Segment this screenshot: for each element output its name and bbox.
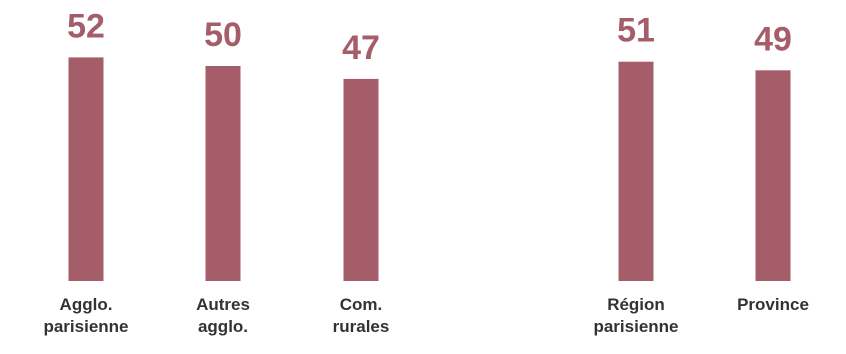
category-label-0-2: Com. rurales bbox=[333, 295, 390, 336]
value-label-0-2: 47 bbox=[342, 29, 380, 67]
category-label-line: Région bbox=[607, 295, 665, 314]
value-label-1-0: 51 bbox=[617, 12, 655, 50]
category-label-line: agglo. bbox=[198, 317, 248, 336]
category-label-1-0: Région parisienne bbox=[593, 295, 678, 336]
category-label-line: Autres bbox=[196, 295, 250, 314]
bar-0-0 bbox=[68, 57, 104, 282]
category-label-line: parisienne bbox=[43, 317, 128, 336]
category-label-line: Com. bbox=[340, 295, 383, 314]
category-label-1-1: Province bbox=[737, 295, 809, 314]
bar-1-1 bbox=[755, 70, 791, 281]
category-label-line: parisienne bbox=[593, 317, 678, 336]
value-label-1-1: 49 bbox=[754, 20, 792, 58]
value-label-0-1: 50 bbox=[204, 16, 242, 54]
bar-0-1 bbox=[205, 66, 241, 281]
category-label-line: Agglo. bbox=[60, 295, 113, 314]
category-label-0-0: Agglo. parisienne bbox=[43, 295, 128, 336]
bar-1-0 bbox=[618, 61, 654, 282]
value-label-0-0: 52 bbox=[67, 7, 105, 45]
category-label-line: rurales bbox=[333, 317, 390, 336]
category-label-line: Province bbox=[737, 295, 809, 314]
category-label-0-1: Autres agglo. bbox=[196, 295, 250, 336]
bar-0-2 bbox=[343, 78, 379, 282]
